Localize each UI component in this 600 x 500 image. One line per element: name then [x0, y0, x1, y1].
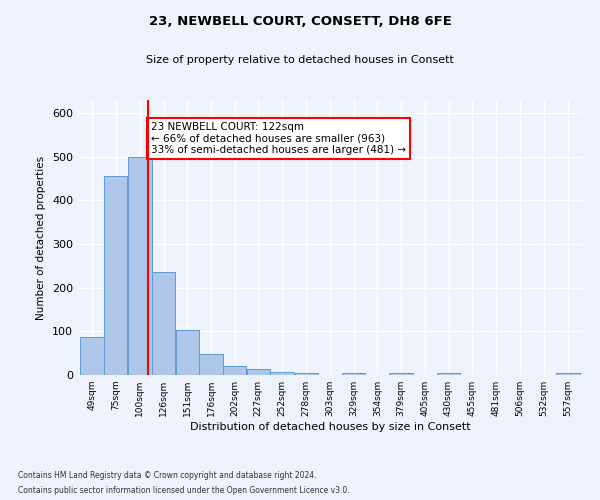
Bar — [270, 372, 294, 375]
Bar — [176, 330, 199, 375]
Bar — [199, 354, 223, 375]
Bar — [152, 272, 175, 375]
Bar — [223, 366, 247, 375]
Bar — [343, 373, 365, 375]
Bar — [556, 373, 580, 375]
Bar — [437, 373, 460, 375]
Y-axis label: Number of detached properties: Number of detached properties — [37, 156, 46, 320]
Text: Size of property relative to detached houses in Consett: Size of property relative to detached ho… — [146, 55, 454, 65]
Text: Contains HM Land Registry data © Crown copyright and database right 2024.: Contains HM Land Registry data © Crown c… — [18, 471, 317, 480]
Bar — [80, 336, 104, 375]
Text: 23, NEWBELL COURT, CONSETT, DH8 6FE: 23, NEWBELL COURT, CONSETT, DH8 6FE — [149, 15, 451, 28]
Text: 23 NEWBELL COURT: 122sqm
← 66% of detached houses are smaller (963)
33% of semi-: 23 NEWBELL COURT: 122sqm ← 66% of detach… — [151, 122, 406, 155]
Bar — [104, 176, 127, 375]
Bar — [389, 373, 413, 375]
Text: Contains public sector information licensed under the Open Government Licence v3: Contains public sector information licen… — [18, 486, 350, 495]
Bar — [295, 373, 317, 375]
X-axis label: Distribution of detached houses by size in Consett: Distribution of detached houses by size … — [190, 422, 470, 432]
Bar — [128, 156, 152, 375]
Bar — [247, 370, 270, 375]
